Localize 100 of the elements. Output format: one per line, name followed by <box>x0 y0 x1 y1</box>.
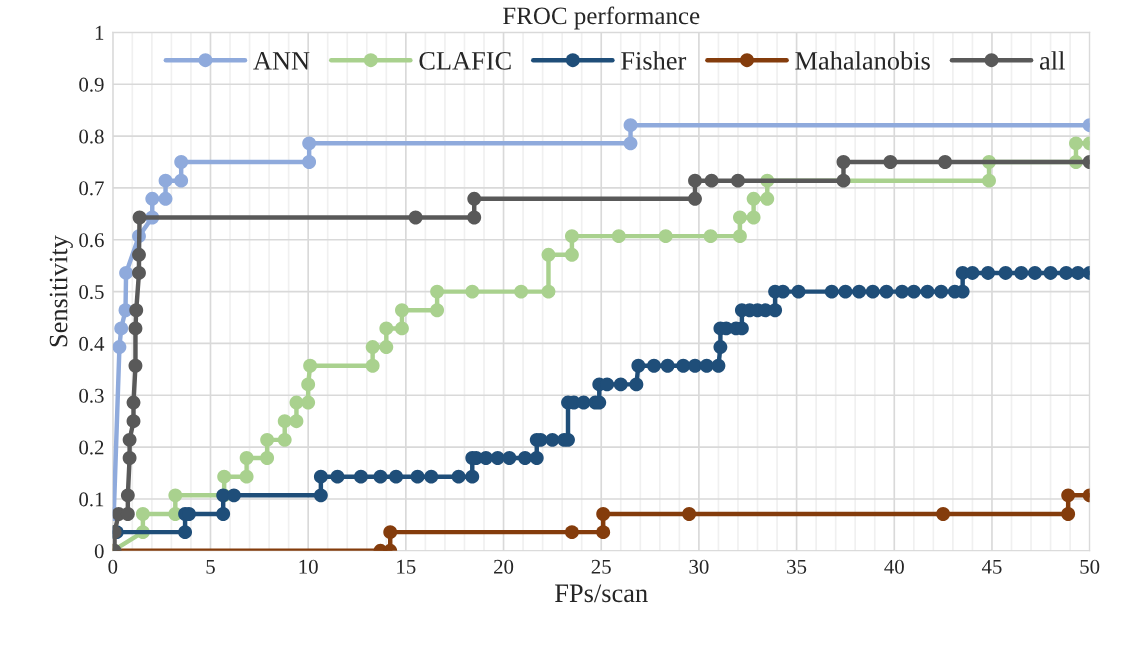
point <box>703 229 718 244</box>
point <box>129 303 144 318</box>
legend-label: Mahalanobis <box>795 51 930 70</box>
point <box>239 469 254 484</box>
y-tick-label: 0.8 <box>79 129 104 144</box>
point <box>301 395 316 410</box>
point <box>302 136 317 151</box>
legend-label: ANN <box>253 52 310 70</box>
point <box>119 265 134 280</box>
x-tick-label: 10 <box>299 559 318 574</box>
x-tick-label: 45 <box>981 559 1002 574</box>
point <box>132 265 146 280</box>
point <box>1069 136 1083 151</box>
point <box>938 155 953 169</box>
point <box>704 173 719 188</box>
x-tick-label: 25 <box>591 559 611 574</box>
y-tick-label: 0.6 <box>79 233 104 248</box>
point <box>395 303 409 318</box>
point <box>135 507 150 521</box>
point <box>514 284 529 299</box>
point <box>467 191 482 206</box>
point <box>982 173 996 188</box>
x-tick-label: 0 <box>108 559 118 574</box>
y-axis-title: Sensitivity <box>49 235 73 347</box>
point <box>688 191 702 206</box>
chart-title: FROC performance <box>503 6 700 30</box>
point <box>760 191 775 206</box>
point <box>682 507 697 521</box>
legend-label: CLAFIC <box>419 51 511 70</box>
point <box>379 321 394 336</box>
x-tick-label: 50 <box>1080 559 1100 574</box>
point <box>1061 507 1076 521</box>
point <box>408 210 423 225</box>
point <box>365 340 380 355</box>
y-tick-label: 0.1 <box>79 492 104 507</box>
point <box>122 432 137 447</box>
x-tick-label: 40 <box>884 559 904 574</box>
point <box>132 247 146 262</box>
point <box>112 340 127 355</box>
y-tick-label: 0.7 <box>79 181 104 196</box>
point <box>611 229 626 244</box>
point <box>122 451 137 465</box>
point <box>1061 488 1076 503</box>
point <box>688 173 702 188</box>
point <box>260 451 275 465</box>
point <box>541 284 556 299</box>
x-tick-label: 20 <box>494 559 514 574</box>
point <box>541 247 556 262</box>
y-tick-label: 0.4 <box>79 336 105 351</box>
point <box>623 118 638 133</box>
point <box>145 191 160 206</box>
point <box>836 173 851 188</box>
point <box>836 155 851 169</box>
y-tick-label: 0.9 <box>79 77 104 92</box>
point <box>596 525 611 540</box>
point <box>731 173 745 188</box>
point <box>126 414 141 429</box>
y-tick-label: 0.2 <box>79 440 104 455</box>
point <box>564 247 579 262</box>
point <box>596 507 611 521</box>
point <box>883 155 898 169</box>
y-tick-label: 0 <box>94 544 104 559</box>
x-tick-label: 35 <box>787 559 807 574</box>
y-tick-label: 1 <box>95 25 104 40</box>
point <box>277 432 292 447</box>
point <box>126 395 141 410</box>
point <box>467 210 482 225</box>
point <box>936 507 951 521</box>
point <box>114 321 129 336</box>
point <box>732 210 747 225</box>
x-tick-label: 5 <box>206 559 215 574</box>
point <box>174 155 189 169</box>
point <box>365 358 380 373</box>
point <box>430 284 445 299</box>
point <box>746 191 761 206</box>
point <box>158 173 173 188</box>
point <box>301 377 316 392</box>
point <box>465 284 480 299</box>
point <box>132 210 147 225</box>
point <box>289 414 304 429</box>
point <box>217 469 232 484</box>
legend-label: Fisher <box>621 51 687 70</box>
point <box>395 321 409 336</box>
x-axis-title: FPs/scan <box>555 584 648 603</box>
x-tick-label: 30 <box>689 559 709 574</box>
point <box>174 173 189 188</box>
point <box>623 136 638 151</box>
point <box>564 229 579 244</box>
point <box>128 321 143 336</box>
y-tick-label: 0.3 <box>79 388 104 403</box>
point <box>746 210 761 225</box>
point <box>430 303 445 318</box>
point <box>128 358 143 373</box>
point <box>658 229 673 244</box>
point <box>260 432 275 447</box>
point <box>277 414 292 429</box>
point <box>302 155 317 169</box>
point <box>732 229 747 244</box>
point <box>383 525 398 540</box>
point <box>303 358 318 373</box>
